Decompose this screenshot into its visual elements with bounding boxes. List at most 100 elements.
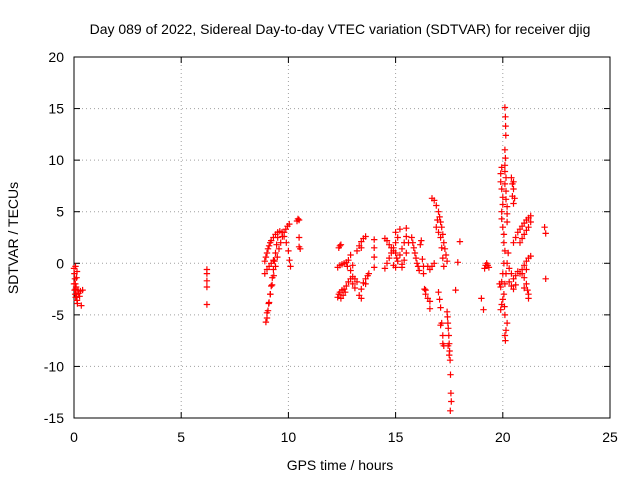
- data-point: [74, 300, 81, 307]
- data-point: [418, 237, 425, 244]
- data-point: [295, 234, 303, 241]
- data-point: [203, 301, 211, 308]
- data-point: [503, 203, 511, 210]
- data-point: [502, 327, 510, 334]
- data-point: [447, 371, 454, 378]
- data-point: [527, 212, 534, 219]
- data-point: [499, 201, 506, 208]
- x-axis-label: GPS time / hours: [287, 457, 394, 473]
- data-point: [506, 265, 513, 272]
- data-point: [295, 216, 303, 224]
- data-point: [521, 274, 528, 281]
- x-tick-label: 25: [602, 429, 618, 445]
- data-point: [454, 259, 461, 266]
- data-point: [497, 283, 504, 291]
- data-point: [444, 313, 451, 321]
- data-point: [521, 284, 528, 292]
- data-point: [411, 249, 419, 257]
- data-point: [439, 340, 446, 347]
- data-point: [278, 229, 286, 236]
- data-point: [503, 218, 511, 226]
- data-point: [268, 281, 276, 289]
- data-point: [414, 263, 422, 270]
- plot-frame: [73, 56, 611, 419]
- data-point: [501, 168, 509, 175]
- data-point: [435, 229, 442, 236]
- data-point: [433, 224, 440, 231]
- data-point: [265, 300, 272, 307]
- x-tick-label: 5: [177, 429, 185, 445]
- data-point: [527, 252, 534, 260]
- data-point: [394, 234, 401, 241]
- data-point: [502, 113, 509, 120]
- data-point: [283, 239, 290, 246]
- data-point: [76, 293, 83, 300]
- data-point: [426, 298, 434, 305]
- data-point: [275, 245, 283, 252]
- data-point: [500, 291, 508, 298]
- data-point: [452, 286, 459, 294]
- data-point: [386, 254, 393, 262]
- data-point: [203, 283, 211, 291]
- x-tick-label: 10: [281, 429, 297, 445]
- data-point: [272, 249, 279, 257]
- y-tick-label: 5: [56, 204, 64, 220]
- data-point: [267, 291, 274, 298]
- y-tick-label: 20: [48, 49, 64, 65]
- data-point: [456, 238, 464, 245]
- data-point: [426, 305, 434, 312]
- data-point: [439, 332, 446, 339]
- data-point: [447, 390, 455, 397]
- data-point: [542, 275, 549, 282]
- data-point: [203, 277, 211, 284]
- data-point: [421, 285, 428, 293]
- data-point: [511, 195, 518, 202]
- data-point: [72, 263, 79, 270]
- data-point: [500, 239, 508, 246]
- data-point: [353, 278, 361, 286]
- data-point: [510, 185, 517, 193]
- data-point: [70, 280, 78, 288]
- data-point: [362, 280, 369, 288]
- data-point: [501, 146, 509, 153]
- data-point: [431, 260, 438, 267]
- data-point: [485, 264, 493, 271]
- data-point: [497, 178, 504, 185]
- data-point: [516, 239, 524, 246]
- data-point: [413, 260, 421, 267]
- data-point: [443, 258, 451, 265]
- chart-title: Day 089 of 2022, Sidereal Day-to-day VTE…: [90, 21, 591, 37]
- data-point: [342, 289, 349, 296]
- data-point: [501, 180, 509, 188]
- data-point: [336, 242, 344, 249]
- data-point: [392, 229, 399, 236]
- y-tick-label: 10: [48, 152, 64, 168]
- data-point: [497, 170, 504, 177]
- data-point: [437, 322, 444, 329]
- y-axis-label: SDTVAR / TECUs: [5, 182, 21, 294]
- data-point: [518, 270, 526, 277]
- data-point: [349, 280, 356, 288]
- data-point: [502, 154, 509, 162]
- data-point: [297, 245, 304, 252]
- data-point: [347, 267, 354, 274]
- data-point: [502, 122, 509, 130]
- data-point: [438, 224, 445, 231]
- y-tick-label: -10: [44, 358, 64, 374]
- data-point: [498, 215, 505, 223]
- data-point: [388, 249, 395, 257]
- data-point: [349, 262, 356, 269]
- data-point: [518, 235, 526, 242]
- data-point: [500, 231, 508, 238]
- data-point: [445, 325, 452, 332]
- data-point: [523, 266, 530, 273]
- data-point: [506, 278, 513, 286]
- data-point: [262, 318, 270, 326]
- data-point: [542, 230, 549, 237]
- data-point: [502, 132, 509, 139]
- data-point: [440, 239, 447, 246]
- data-point: [353, 247, 361, 255]
- data-point: [510, 239, 517, 246]
- data-point: [497, 306, 504, 313]
- data-point: [512, 272, 519, 279]
